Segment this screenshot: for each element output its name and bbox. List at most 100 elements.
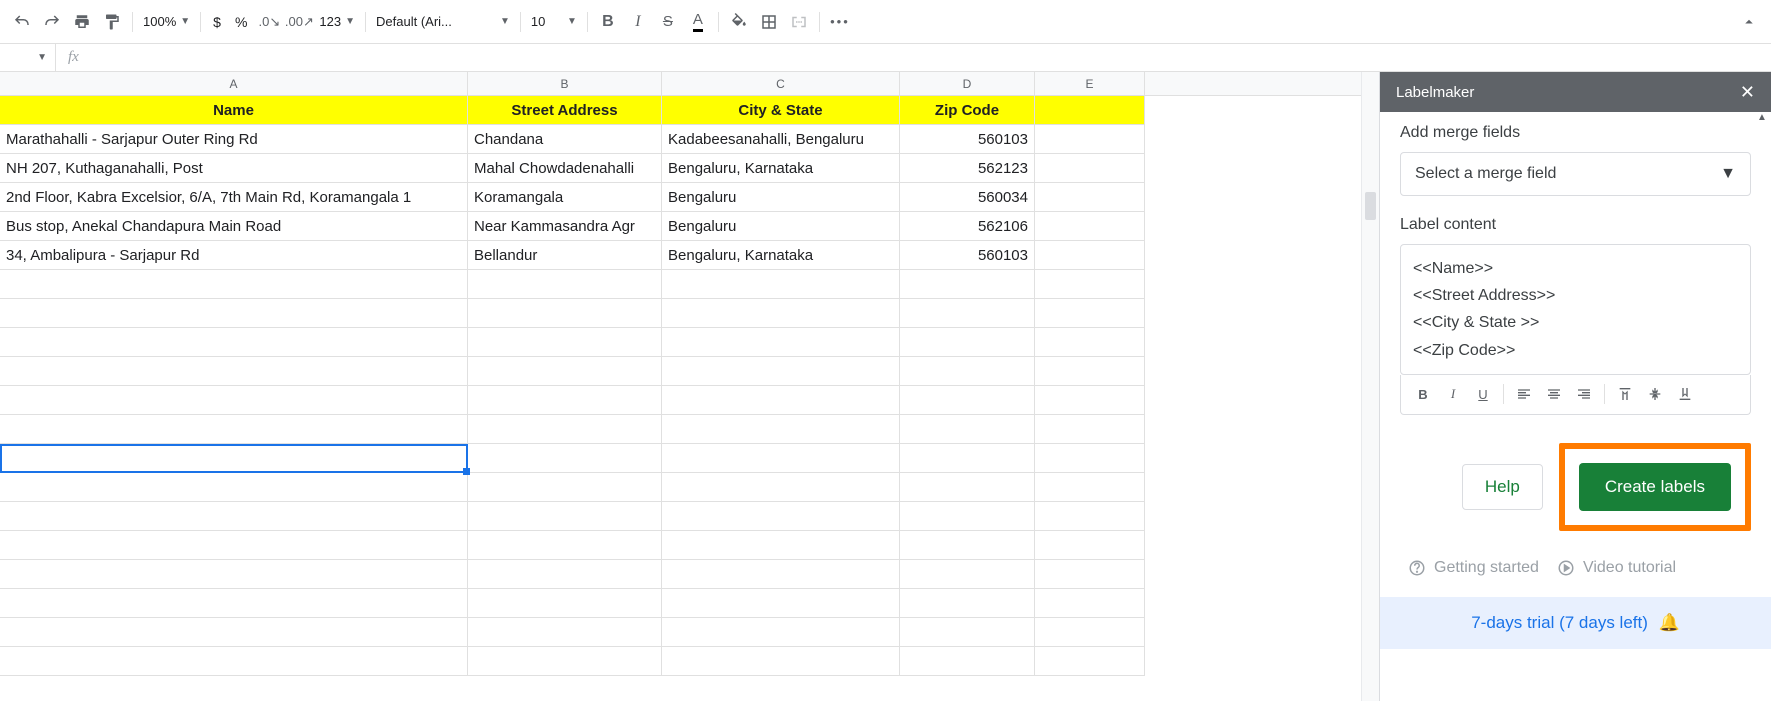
label-content-editor[interactable]: <<Name>><<Street Address>><<City & State… [1400,244,1751,375]
cell[interactable] [468,299,662,328]
print-icon[interactable] [68,8,96,36]
cell[interactable] [1035,212,1145,241]
cell[interactable] [468,444,662,473]
video-tutorial-link[interactable]: Video tutorial [1557,559,1676,577]
lc-valign-bottom-icon[interactable] [1671,380,1699,408]
cell[interactable] [900,589,1035,618]
cell[interactable] [468,328,662,357]
cell[interactable] [468,618,662,647]
cell[interactable] [1035,154,1145,183]
lc-align-center-icon[interactable] [1540,380,1568,408]
cell[interactable] [662,444,900,473]
lc-align-right-icon[interactable] [1570,380,1598,408]
increase-decimal-icon[interactable]: .00↗ [285,8,313,36]
cell[interactable] [468,531,662,560]
collapse-toolbar-icon[interactable] [1735,8,1763,36]
cell[interactable] [900,647,1035,676]
cell[interactable] [0,502,468,531]
cell[interactable] [900,473,1035,502]
header-cell[interactable]: Name [0,96,468,125]
cell[interactable] [1035,444,1145,473]
cell[interactable] [1035,270,1145,299]
col-header-e[interactable]: E [1035,72,1145,95]
getting-started-link[interactable]: Getting started [1408,559,1539,577]
cell[interactable] [900,502,1035,531]
name-box[interactable]: ▼ [0,44,56,71]
merge-field-select[interactable]: Select a merge field ▼ [1400,152,1751,196]
cell[interactable] [468,502,662,531]
more-formats-button[interactable]: 123▼ [315,14,359,29]
lc-underline-icon[interactable]: U [1469,380,1497,408]
cell[interactable] [468,357,662,386]
cell[interactable] [662,270,900,299]
decrease-decimal-icon[interactable]: .0↘ [255,8,283,36]
cell[interactable] [662,531,900,560]
cell[interactable] [662,415,900,444]
cell[interactable] [1035,589,1145,618]
lc-align-left-icon[interactable] [1510,380,1538,408]
cell-grid[interactable]: NameStreet AddressCity & StateZip CodeMa… [0,96,1361,676]
cell[interactable]: Koramangala [468,183,662,212]
cell[interactable] [468,386,662,415]
cell[interactable] [900,560,1035,589]
cell[interactable]: Bengaluru [662,183,900,212]
more-icon[interactable]: ••• [826,8,854,36]
cell[interactable] [0,647,468,676]
cell[interactable] [1035,647,1145,676]
cell[interactable] [662,473,900,502]
cell[interactable] [468,415,662,444]
cell[interactable] [1035,328,1145,357]
fill-color-icon[interactable] [725,8,753,36]
cell[interactable]: 562106 [900,212,1035,241]
cell[interactable] [662,560,900,589]
header-cell[interactable]: Zip Code [900,96,1035,125]
cell[interactable]: Bengaluru, Karnataka [662,241,900,270]
lc-valign-middle-icon[interactable] [1641,380,1669,408]
cell[interactable] [0,299,468,328]
cell[interactable]: Bengaluru [662,212,900,241]
close-icon[interactable]: ✕ [1740,82,1755,103]
lc-valign-top-icon[interactable] [1611,380,1639,408]
cell[interactable] [900,618,1035,647]
cell[interactable] [900,270,1035,299]
cell[interactable] [0,444,468,473]
cell[interactable] [0,473,468,502]
cell[interactable] [662,357,900,386]
paint-format-icon[interactable] [98,8,126,36]
cell[interactable] [662,502,900,531]
cell[interactable] [0,415,468,444]
cell[interactable] [0,618,468,647]
create-labels-button[interactable]: Create labels [1579,463,1731,511]
cell[interactable]: Kadabeesanahalli, Bengaluru [662,125,900,154]
cell[interactable] [1035,502,1145,531]
header-cell[interactable]: City & State [662,96,900,125]
cell[interactable]: 562123 [900,154,1035,183]
cell[interactable] [0,270,468,299]
col-header-b[interactable]: B [468,72,662,95]
italic-icon[interactable]: I [624,8,652,36]
cell[interactable] [662,328,900,357]
col-header-d[interactable]: D [900,72,1035,95]
cell[interactable] [1035,473,1145,502]
cell[interactable]: 2nd Floor, Kabra Excelsior, 6/A, 7th Mai… [0,183,468,212]
cell[interactable]: NH 207, Kuthaganahalli, Post [0,154,468,183]
cell[interactable] [1035,357,1145,386]
cell[interactable] [1035,183,1145,212]
undo-icon[interactable] [8,8,36,36]
redo-icon[interactable] [38,8,66,36]
cell[interactable] [0,357,468,386]
cell[interactable] [0,328,468,357]
cell[interactable] [900,299,1035,328]
cell[interactable] [1035,386,1145,415]
cell[interactable]: 560103 [900,241,1035,270]
cell[interactable]: Mahal Chowdadenahalli [468,154,662,183]
cell[interactable] [0,589,468,618]
cell[interactable] [1035,241,1145,270]
cell[interactable] [1035,125,1145,154]
cell[interactable] [900,328,1035,357]
cell[interactable] [1035,415,1145,444]
cell[interactable] [0,560,468,589]
borders-icon[interactable] [755,8,783,36]
cell[interactable] [900,357,1035,386]
merge-cells-icon[interactable] [785,8,813,36]
